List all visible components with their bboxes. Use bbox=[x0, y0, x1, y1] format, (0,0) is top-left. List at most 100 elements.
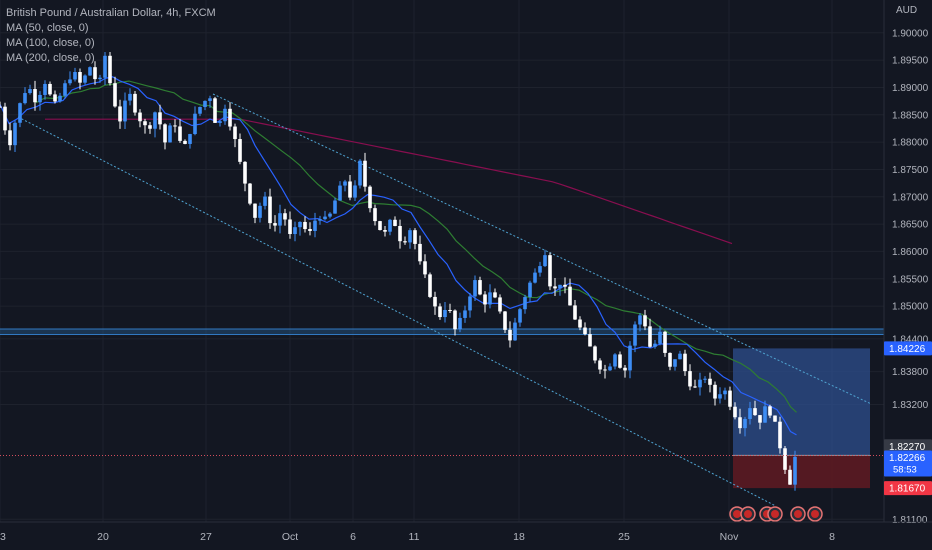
candle-body bbox=[638, 315, 642, 325]
candle-body bbox=[48, 83, 52, 95]
candle-body bbox=[23, 93, 27, 104]
price-tick-label: 1.87000 bbox=[892, 192, 929, 203]
candle bbox=[333, 197, 337, 214]
legend-symbol[interactable]: British Pound / Australian Dollar, 4h, F… bbox=[6, 7, 216, 19]
candle bbox=[468, 293, 472, 318]
candle-body bbox=[398, 225, 402, 242]
time-axis[interactable]: 13 20 27 Oct 6 11 18 25 Nov 8 bbox=[0, 521, 932, 543]
price-axis[interactable]: 1.90000 1.89500 1.89000 1.88500 1.88000 1.875… bbox=[883, 0, 929, 526]
candle-body bbox=[593, 346, 597, 361]
time-tick-label: 8 bbox=[829, 531, 835, 543]
candle bbox=[548, 252, 552, 291]
candle bbox=[513, 317, 517, 341]
candle bbox=[208, 95, 212, 108]
candle bbox=[328, 212, 332, 219]
candlesticks bbox=[0, 51, 797, 491]
currency-label[interactable]: AUD bbox=[896, 5, 918, 16]
candle bbox=[33, 80, 37, 111]
candle bbox=[18, 102, 22, 128]
ma-100-line[interactable] bbox=[35, 80, 797, 413]
candle bbox=[143, 118, 147, 134]
candle bbox=[73, 67, 77, 82]
candle-body bbox=[368, 186, 372, 209]
candle bbox=[543, 249, 547, 267]
candle-body bbox=[598, 360, 602, 370]
event-flag-dot bbox=[744, 510, 752, 518]
candle bbox=[768, 404, 772, 419]
candle bbox=[463, 305, 467, 323]
candle bbox=[133, 91, 137, 116]
channel-lower-line[interactable] bbox=[17, 116, 776, 507]
candle-body bbox=[338, 185, 342, 201]
candle bbox=[93, 61, 97, 85]
candle-body bbox=[523, 297, 527, 310]
candle bbox=[738, 408, 742, 434]
candle-body bbox=[133, 93, 137, 113]
candle bbox=[508, 321, 512, 348]
candle bbox=[453, 309, 457, 336]
candle-body bbox=[143, 121, 147, 126]
candle bbox=[158, 104, 162, 130]
legend-ma50[interactable]: MA (50, close, 0) bbox=[6, 22, 89, 34]
candle-body bbox=[683, 353, 687, 372]
candle-body bbox=[263, 196, 267, 206]
candle bbox=[448, 303, 452, 313]
candle-body bbox=[148, 125, 152, 129]
legend-ma200[interactable]: MA (200, close, 0) bbox=[6, 52, 95, 64]
take-profit-zone[interactable] bbox=[733, 348, 870, 456]
candle bbox=[713, 381, 717, 406]
chart-grid bbox=[0, 0, 884, 522]
candle-body bbox=[18, 103, 22, 123]
candle-body bbox=[663, 331, 667, 353]
candle bbox=[403, 236, 407, 245]
candle-body bbox=[333, 200, 337, 214]
time-tick-label: Oct bbox=[282, 531, 298, 543]
candle-body bbox=[573, 305, 577, 320]
candle-body bbox=[88, 67, 92, 76]
ma-200-line[interactable] bbox=[45, 118, 733, 245]
candle bbox=[233, 123, 237, 148]
channel-upper-line[interactable] bbox=[212, 93, 871, 404]
candle-body bbox=[83, 75, 87, 83]
candle-body bbox=[483, 294, 487, 305]
candle-body bbox=[373, 208, 377, 222]
candle-body bbox=[283, 213, 287, 220]
price-tick-label: 1.90000 bbox=[892, 28, 929, 39]
candle bbox=[368, 185, 372, 213]
candle bbox=[168, 123, 172, 143]
candle bbox=[458, 312, 462, 333]
candle bbox=[618, 351, 622, 369]
candle-body bbox=[323, 216, 327, 220]
candle-body bbox=[773, 415, 777, 422]
candle-body bbox=[388, 219, 392, 232]
candle-body bbox=[753, 408, 757, 416]
candle bbox=[293, 221, 297, 242]
candle bbox=[773, 415, 777, 422]
legend-ma100[interactable]: MA (100, close, 0) bbox=[6, 37, 95, 49]
candle bbox=[783, 446, 787, 474]
candle-body bbox=[528, 282, 532, 298]
candle bbox=[63, 80, 67, 99]
event-flag-icon[interactable] bbox=[790, 506, 806, 522]
candle-body bbox=[438, 306, 442, 318]
candle-body bbox=[648, 326, 652, 347]
candle bbox=[68, 71, 72, 86]
resistance-zone[interactable] bbox=[0, 329, 884, 335]
event-flag-icon[interactable] bbox=[767, 506, 783, 522]
candle bbox=[573, 300, 577, 321]
candle bbox=[273, 215, 277, 232]
candle bbox=[223, 104, 227, 125]
candle-body bbox=[158, 112, 162, 125]
candle-body bbox=[278, 213, 282, 226]
candle-body bbox=[643, 315, 647, 327]
candle-body bbox=[718, 394, 722, 399]
candle-body bbox=[383, 230, 387, 232]
time-tick-label: 20 bbox=[97, 531, 109, 543]
event-flag-icon[interactable] bbox=[740, 506, 756, 522]
candle-body bbox=[303, 221, 307, 230]
event-flag-icon[interactable] bbox=[807, 506, 823, 522]
stop-loss-zone[interactable] bbox=[733, 455, 870, 489]
candle bbox=[348, 174, 352, 201]
candle bbox=[178, 118, 182, 143]
